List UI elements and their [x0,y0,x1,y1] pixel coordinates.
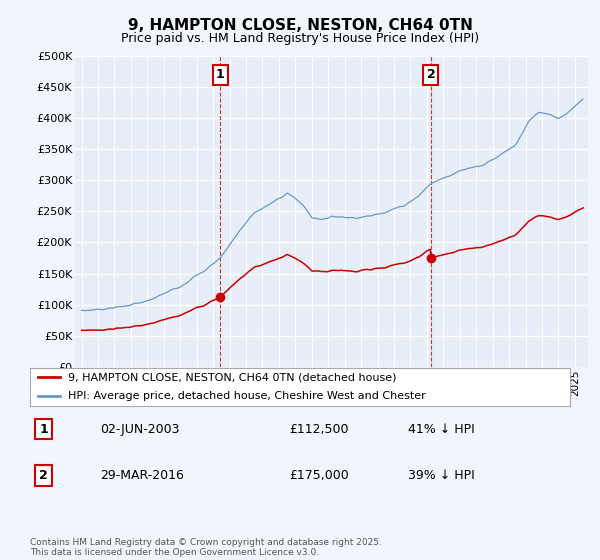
Text: Price paid vs. HM Land Registry's House Price Index (HPI): Price paid vs. HM Land Registry's House … [121,32,479,45]
Text: 02-JUN-2003: 02-JUN-2003 [100,423,180,436]
Text: 1: 1 [39,423,48,436]
Text: 9, HAMPTON CLOSE, NESTON, CH64 0TN (detached house): 9, HAMPTON CLOSE, NESTON, CH64 0TN (deta… [68,372,397,382]
Text: 2: 2 [427,68,436,81]
Text: 39% ↓ HPI: 39% ↓ HPI [408,469,475,482]
Text: 41% ↓ HPI: 41% ↓ HPI [408,423,475,436]
Text: 2: 2 [39,469,48,482]
Text: £112,500: £112,500 [289,423,349,436]
Text: HPI: Average price, detached house, Cheshire West and Chester: HPI: Average price, detached house, Ches… [68,391,425,402]
Text: 9, HAMPTON CLOSE, NESTON, CH64 0TN: 9, HAMPTON CLOSE, NESTON, CH64 0TN [128,18,472,33]
Text: 1: 1 [215,68,224,81]
Text: £175,000: £175,000 [289,469,349,482]
Text: Contains HM Land Registry data © Crown copyright and database right 2025.
This d: Contains HM Land Registry data © Crown c… [30,538,382,557]
Text: 29-MAR-2016: 29-MAR-2016 [100,469,184,482]
